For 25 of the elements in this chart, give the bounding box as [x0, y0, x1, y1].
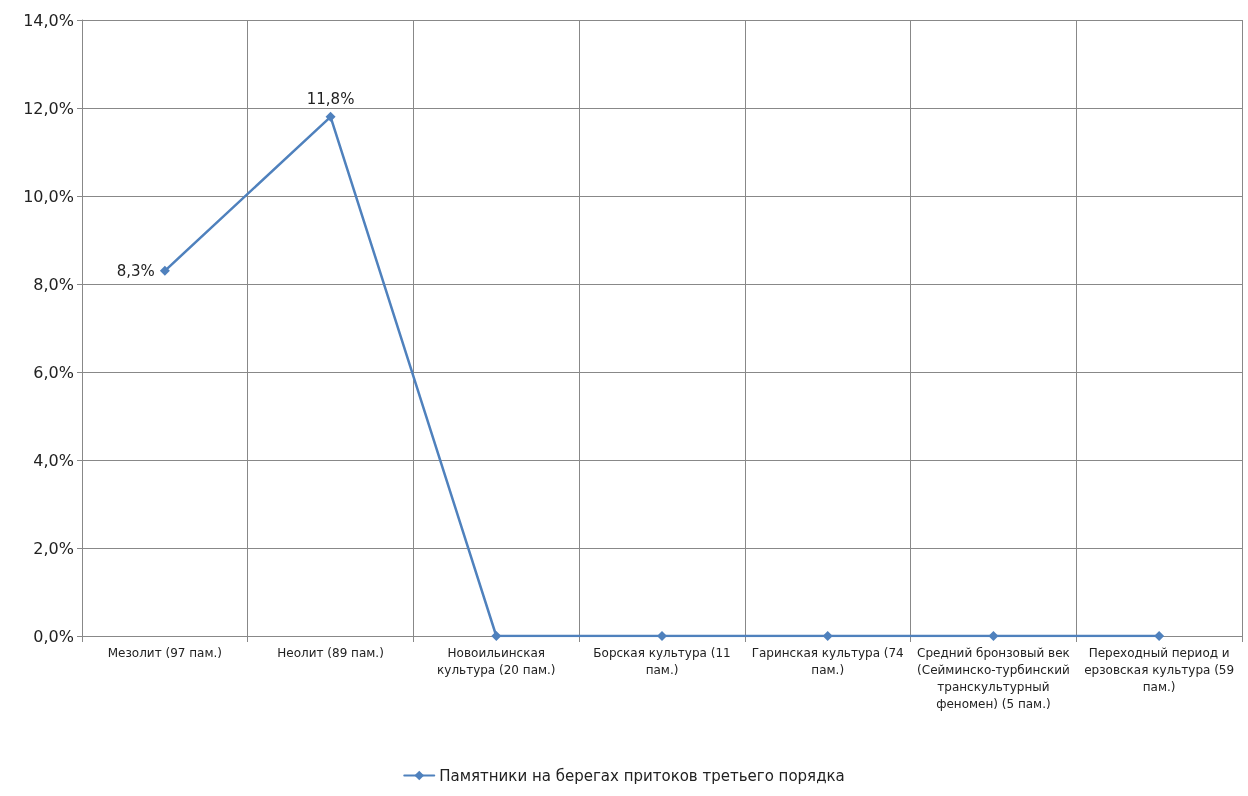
x-tick-label: Новоильинская культура (20 пам.)	[437, 645, 556, 677]
x-tick-label: Мезолит (97 пам.)	[107, 645, 222, 660]
point	[988, 631, 999, 641]
y-tick-label: 8,0%	[33, 274, 74, 294]
legend-label: Памятники на берегах притоков третьего порядка	[439, 766, 845, 785]
y-tick-label: 4,0%	[33, 450, 74, 470]
y-tick-label: 0,0%	[33, 626, 74, 646]
y-tick-label: 2,0%	[33, 538, 74, 558]
point	[1154, 631, 1165, 641]
x-tick-label: Переходный период и ерзовская культура (59 пам.)	[1084, 645, 1235, 694]
point	[325, 111, 336, 122]
data-label: 11,8%	[306, 90, 355, 109]
y-tick-label: 6,0%	[33, 362, 74, 382]
x-tick-label: Средний бронзовый век (Сейминско-турбинский транскультурный феномен) (5 пам.)	[917, 645, 1070, 711]
y-tick-label: 12,0%	[23, 98, 74, 118]
x-tick-label: Гаринская культура (74 пам.)	[751, 645, 904, 677]
x-tick-label: Борская культура (11 пам.)	[593, 645, 731, 677]
point	[159, 265, 170, 276]
y-tick-label: 10,0%	[23, 186, 74, 206]
y-tick-label: 14,0%	[23, 10, 74, 30]
x-tick-label: Неолит (89 пам.)	[277, 645, 384, 660]
point	[822, 631, 833, 641]
point	[657, 631, 667, 641]
point	[491, 631, 502, 641]
data-label: 8,3%	[116, 261, 155, 280]
